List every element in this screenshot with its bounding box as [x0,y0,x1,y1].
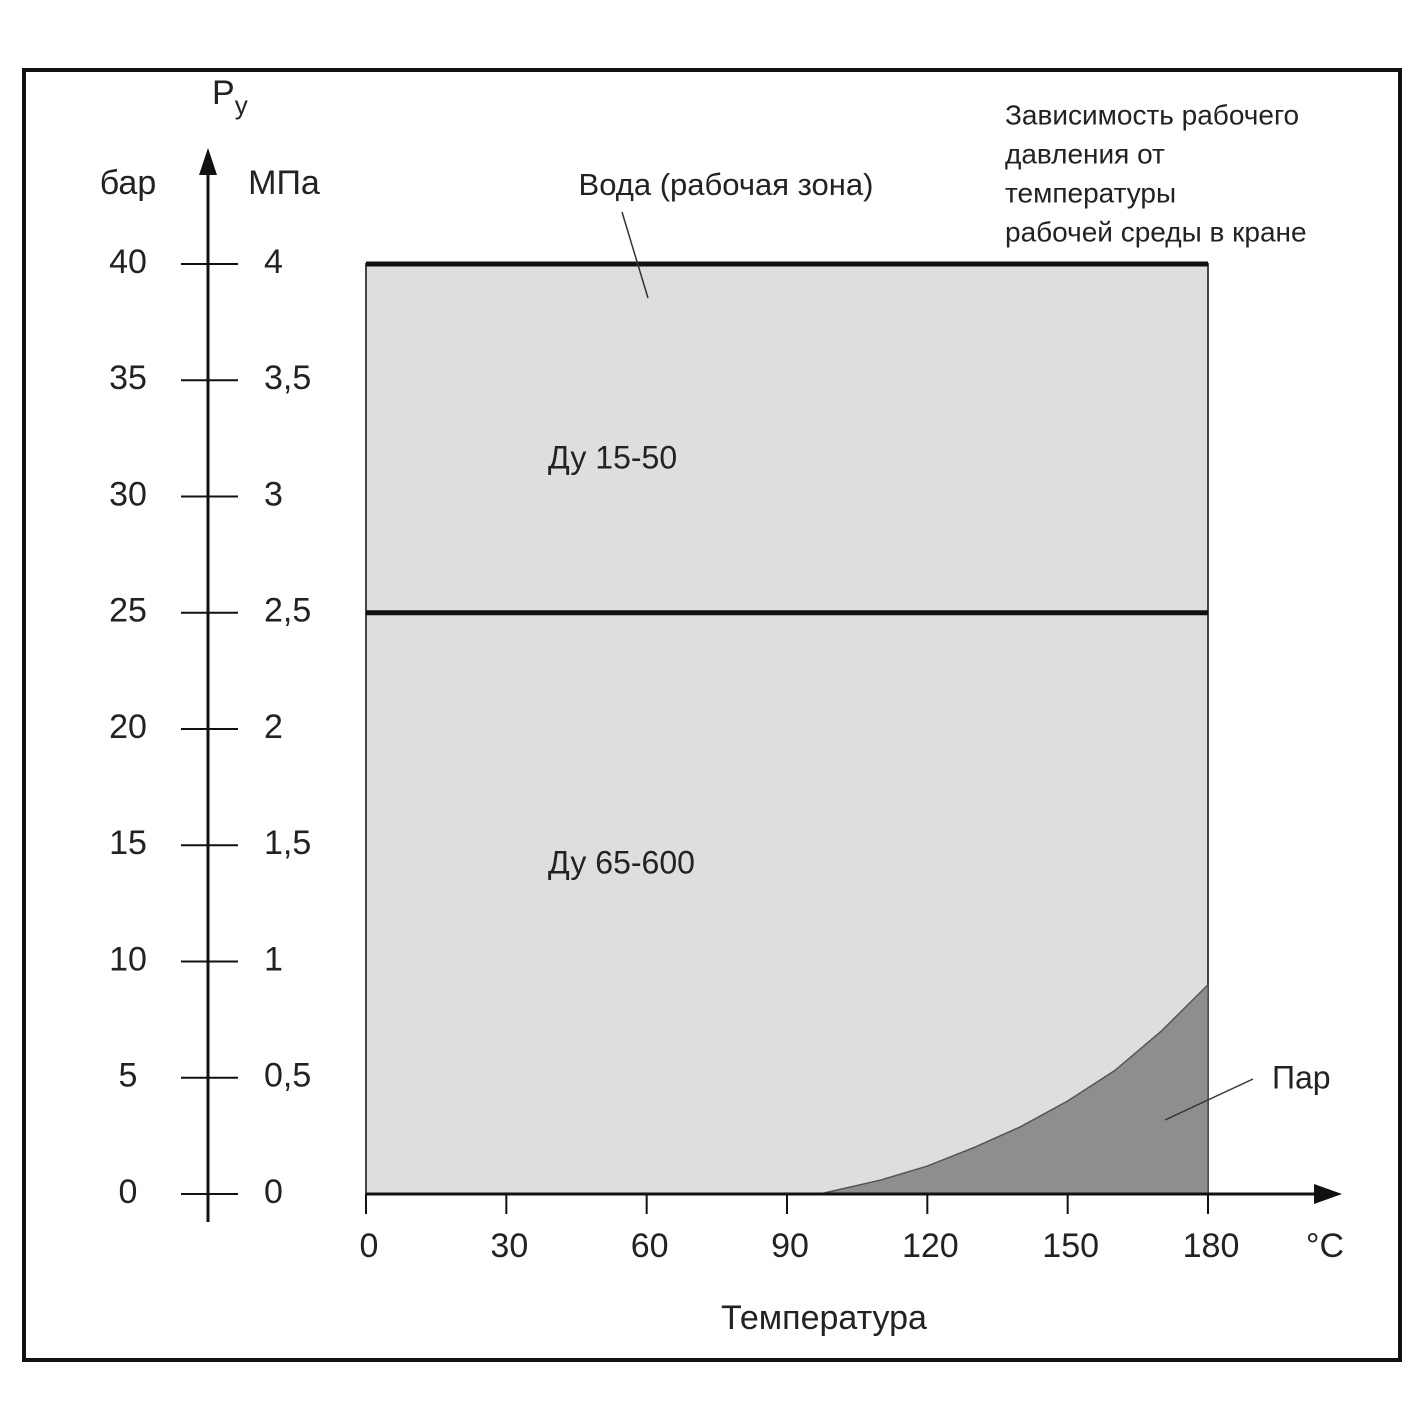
y-tick-label: 25 [109,592,147,630]
y2-axis-label: МПа [248,164,320,202]
label-leader [1164,1078,1254,1121]
x-axis-label: Температура [721,1299,927,1337]
x-axis-unit: °C [1306,1227,1344,1265]
y-axis-arrow [199,148,217,175]
plot-area [365,261,1209,1195]
y-axis-label: бар [100,164,157,202]
y2-tick-label: 2,5 [264,592,311,630]
y2-tick-label: 4 [264,243,283,281]
x-tick-label: 180 [1183,1227,1240,1265]
y2-tick-label: 0 [264,1173,283,1211]
y-tick-label: 30 [109,475,147,513]
x-tick-label: 90 [771,1227,809,1265]
series-label: Пар [1272,1059,1331,1095]
x-tick-label: 0 [360,1227,379,1265]
y-axis-symbol: Pу [212,74,248,120]
series-label: Ду 15-50 [548,439,677,475]
subscript: у [235,90,248,120]
y2-tick-label: 3,5 [264,359,311,397]
y-tick-label: 35 [109,359,147,397]
y2-tick-label: 1 [264,940,283,978]
y2-tick-label: 2 [264,708,283,746]
y-tick-label: 15 [109,824,147,862]
symbol: P [212,74,235,112]
title-line: рабочей среды в кране [1005,216,1307,247]
y-tick-label: 20 [109,708,147,746]
x-axis-arrow [1314,1184,1342,1204]
x-tick-label: 150 [1042,1227,1099,1265]
annotation: Вода (рабочая зона) [579,167,874,202]
y-tick-label: 0 [119,1173,138,1211]
title-line: Зависимость рабочего [1005,99,1299,130]
y2-tick-label: 0,5 [264,1057,311,1095]
area [819,982,1209,1195]
y2-tick-label: 1,5 [264,824,311,862]
y-tick-label: 40 [109,243,147,281]
annotation-leader [621,211,649,299]
x-tick-label: 30 [490,1227,528,1265]
y2-tick-label: 3 [264,475,283,513]
title: Зависимость рабочего давления от температу… [1005,99,1307,247]
title-line: температуры [1005,177,1176,208]
x-tick-label: 60 [631,1227,669,1265]
y-tick-label: 5 [119,1057,138,1095]
title-line: давления от [1005,138,1165,169]
y-tick-label: 10 [109,940,147,978]
series-label: Ду 65-600 [548,844,695,880]
x-tick-label: 120 [902,1227,959,1265]
